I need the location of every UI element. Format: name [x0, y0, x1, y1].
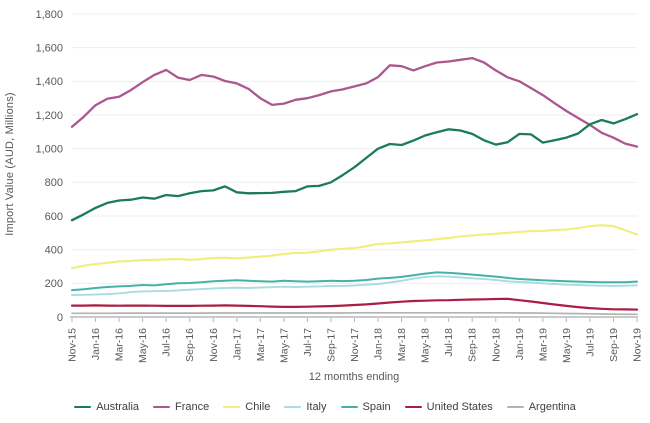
series-line-italy [71, 275, 638, 297]
legend-swatch-icon [404, 405, 422, 409]
series-line-spain [71, 271, 638, 292]
y-axis-tick-label: 800 [45, 177, 63, 189]
x-axis-tick-label: Jan-19 [514, 328, 526, 360]
chart-legend: Australia France Chile Italy Spain United Sta… [0, 401, 650, 413]
x-axis-tick-label: Jul-16 [161, 328, 173, 357]
legend-item-australia: Australia [74, 401, 139, 413]
legend-swatch-icon [340, 405, 358, 409]
y-axis-tick-label: 1,000 [35, 143, 63, 155]
legend-label: Chile [245, 401, 271, 413]
x-axis-tick-label: May-17 [278, 328, 290, 363]
x-axis-tick-label: Jul-17 [302, 328, 314, 357]
x-axis-tick-label: Sep-18 [467, 328, 479, 362]
y-axis-tick-label: 600 [45, 211, 63, 223]
x-axis-tick-label: Sep-17 [325, 328, 337, 362]
y-axis-tick-label: 1,600 [35, 42, 63, 54]
x-axis-tick-label: May-18 [420, 328, 432, 363]
x-axis-tick-label: Nov-18 [490, 328, 502, 362]
legend-swatch-icon [153, 405, 170, 409]
x-axis-tick-label: Mar-18 [396, 328, 408, 361]
x-axis-tick-label: Jul-18 [443, 328, 455, 357]
x-axis-tick-label: Nov-15 [67, 328, 79, 362]
legend-swatch-icon [223, 405, 241, 409]
x-axis-tick-label: Jan-18 [373, 328, 385, 360]
legend-item-france: France [153, 401, 209, 413]
legend-item-chile: Chile [223, 401, 270, 413]
y-axis-tick-label: 1,200 [35, 110, 63, 122]
legend-label: United States [426, 401, 493, 413]
legend-label: Italy [306, 401, 327, 413]
x-axis-tick-label: Mar-19 [537, 328, 549, 361]
y-axis-tick-label: 400 [45, 244, 63, 256]
y-axis-tick-label: 1,400 [35, 76, 63, 88]
x-axis-tick-label: Jul-19 [584, 328, 596, 357]
x-axis-tick-label: Jan-17 [231, 328, 243, 360]
y-axis-title: Import Value (AUD, Millions) [4, 92, 16, 236]
legend-item-spain: Spain [340, 401, 391, 413]
legend-item-argentina: Argentina [506, 401, 576, 413]
x-axis-title: 12 momths ending [308, 371, 400, 383]
chart-plot-area: 0 200 400 600 800 1,000 1,200 1,400 1,600 1,800 No… [35, 9, 644, 363]
legend-label: Argentina [528, 401, 576, 413]
x-axis-tick-label: May-19 [561, 328, 573, 363]
series-line-france [70, 56, 639, 148]
series-line-chile [70, 224, 639, 270]
legend-label: Australia [96, 401, 139, 413]
x-axis-tick-label: Mar-17 [255, 328, 267, 361]
legend-swatch-icon [284, 405, 302, 409]
x-axis-tick-label: Nov-16 [208, 328, 220, 362]
x-axis-tick-label: Sep-16 [184, 328, 196, 362]
series-line-united-states [70, 297, 639, 311]
legend-item-italy: Italy [284, 401, 327, 413]
y-axis-tick-label: 200 [45, 278, 63, 290]
x-axis-tick-label: Nov-19 [632, 328, 644, 362]
legend-label: Spain [362, 401, 391, 413]
x-axis-tick-label: Sep-19 [608, 328, 620, 362]
series-line-australia [70, 113, 639, 222]
legend-swatch-icon [74, 405, 92, 409]
x-axis-tick-label: May-16 [137, 328, 149, 363]
x-axis-tick-label: Jan-16 [90, 328, 102, 360]
x-axis-tick-label: Nov-17 [349, 328, 361, 362]
y-axis-tick-label: 1,800 [35, 9, 63, 21]
legend-item-united-states: United States [404, 401, 493, 413]
series-line-argentina [71, 311, 638, 316]
y-axis-tick-label: 0 [57, 312, 63, 324]
legend-swatch-icon [506, 405, 524, 409]
x-axis-tick-label: Mar-16 [114, 328, 126, 361]
legend-label: France [175, 401, 210, 413]
